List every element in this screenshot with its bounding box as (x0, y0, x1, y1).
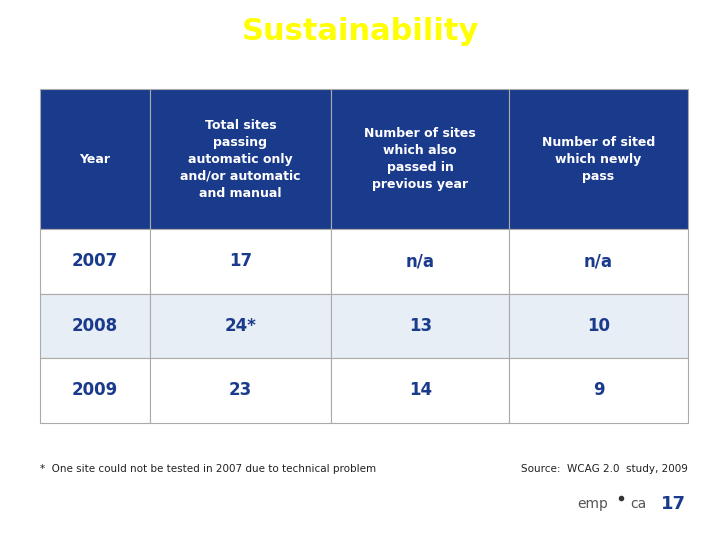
Text: 14: 14 (409, 381, 432, 400)
Text: Sustainability: Sustainability (241, 17, 479, 46)
Bar (510, 358, 688, 423)
Bar (150, 229, 331, 294)
Text: Year: Year (79, 153, 110, 166)
Bar (331, 89, 510, 229)
Bar (510, 89, 688, 229)
Bar (510, 229, 688, 294)
Text: 2008: 2008 (71, 317, 118, 335)
Text: 17: 17 (661, 496, 685, 514)
Bar (331, 294, 510, 358)
Text: Number of sited
which newly
pass: Number of sited which newly pass (542, 136, 655, 183)
Text: Number of sites
which also
passed in
previous year: Number of sites which also passed in pre… (364, 127, 476, 191)
Bar (40, 294, 150, 358)
Text: n/a: n/a (584, 252, 613, 271)
Text: 24*: 24* (225, 317, 256, 335)
Bar (331, 229, 510, 294)
Text: emp: emp (577, 497, 608, 511)
Bar (40, 229, 150, 294)
Text: 23: 23 (229, 381, 252, 400)
Text: Total sites
passing
automatic only
and/or automatic
and manual: Total sites passing automatic only and/o… (180, 119, 301, 200)
Bar (40, 358, 150, 423)
Text: Source:  WCAG 2.0  study, 2009: Source: WCAG 2.0 study, 2009 (521, 464, 688, 474)
Text: 9: 9 (593, 381, 604, 400)
Text: *  One site could not be tested in 2007 due to technical problem: * One site could not be tested in 2007 d… (40, 464, 376, 474)
Text: 17: 17 (229, 252, 252, 271)
Bar (150, 294, 331, 358)
Text: 2007: 2007 (71, 252, 118, 271)
Text: 2009: 2009 (71, 381, 118, 400)
Bar (150, 358, 331, 423)
Bar (331, 358, 510, 423)
Text: 13: 13 (409, 317, 432, 335)
Bar (150, 89, 331, 229)
Bar (40, 89, 150, 229)
Text: ca: ca (630, 497, 647, 511)
Text: n/a: n/a (406, 252, 435, 271)
Bar (510, 294, 688, 358)
Text: 10: 10 (587, 317, 610, 335)
